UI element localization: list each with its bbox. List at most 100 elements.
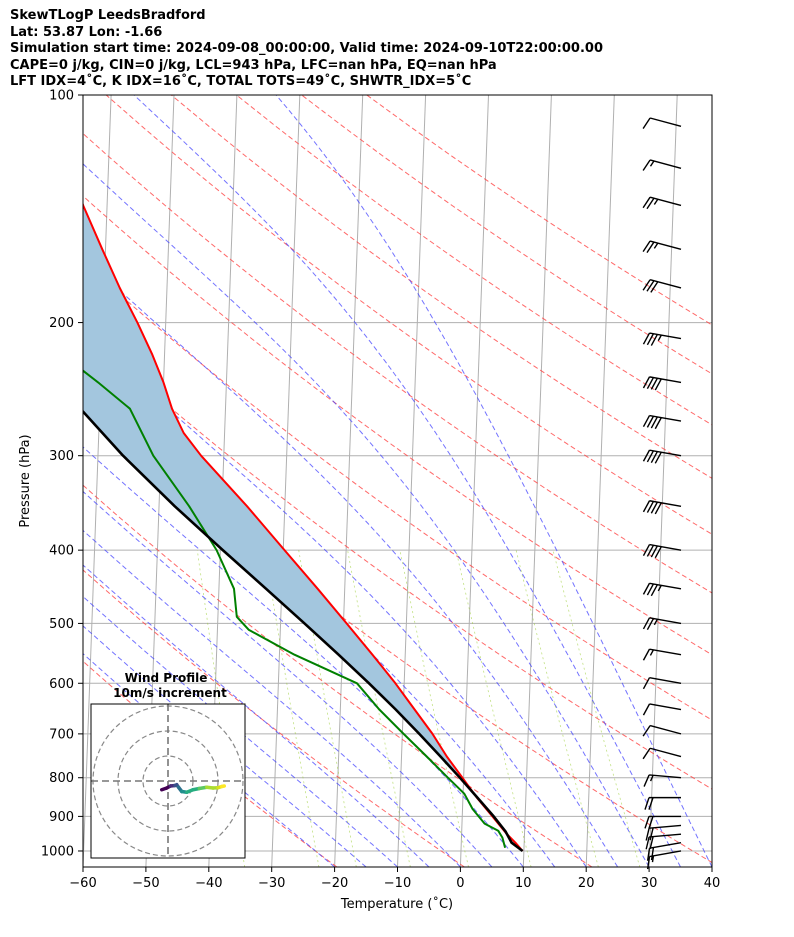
wind-barb [642, 117, 682, 129]
dry-adiabat [366, 95, 712, 326]
y-tick-label: 300 [49, 449, 74, 464]
wind-barb-flag [646, 544, 655, 557]
dry-adiabat [105, 95, 712, 535]
wind-barb-flag [650, 545, 658, 558]
wind-barb-flag [648, 816, 654, 829]
wind-barb-shaft [649, 648, 682, 656]
wind-barb-shaft [649, 543, 682, 551]
wind-barb-flag [654, 451, 662, 464]
wind-barb [644, 815, 681, 829]
wind-barb [645, 824, 682, 841]
isotherm [522, 95, 552, 867]
wind-barb [642, 677, 682, 690]
wind-barb-flag [642, 159, 651, 171]
wind-barb-shaft [649, 449, 682, 457]
wind-barb [645, 833, 682, 850]
moist-adiabat [83, 163, 650, 867]
isotherm [648, 95, 678, 867]
isotherm [83, 95, 112, 867]
wind-barb-flag [646, 197, 655, 210]
wind-barb-flag [642, 415, 651, 428]
isotherm [711, 853, 712, 867]
x-tick-label: 30 [641, 876, 658, 891]
wind-barb-flag [646, 280, 655, 292]
wind-barb [642, 703, 682, 716]
wind-barb [642, 196, 682, 210]
mixing-ratio-line [552, 550, 641, 867]
isotherm [334, 95, 364, 867]
wind-barb [642, 279, 682, 293]
wind-barb-flag [649, 827, 654, 841]
x-tick-label: −20 [321, 876, 348, 891]
wind-barb-flag [654, 378, 662, 391]
isotherm [397, 95, 427, 867]
x-tick-label: −40 [195, 876, 222, 891]
inset-frame [90, 703, 246, 859]
wind-barb-flag [654, 502, 662, 515]
wind-barb-flag [650, 377, 658, 390]
wind-barb-flag [645, 828, 650, 841]
wind-barb-flag [650, 847, 655, 861]
wind-barb-shaft [649, 850, 682, 858]
wind-barb-flag [642, 240, 651, 252]
station-location: Lat: 53.87 Lon: -1.66 [10, 24, 163, 40]
wind-barb [642, 617, 682, 631]
dry-adiabat [236, 95, 712, 426]
wind-barb-flag [642, 279, 651, 291]
wind-barb [642, 240, 682, 254]
instability-parameters: CAPE=0 j/kg, CIN=0 j/kg, LCL=943 hPa, LF… [10, 57, 497, 73]
inset-title: Wind Profile [125, 671, 208, 685]
dry-adiabat [83, 569, 465, 867]
wind-barb-shaft [649, 824, 682, 829]
wind-barb-flag [642, 747, 651, 760]
wind-barb [646, 850, 682, 870]
wind-barb-flag [650, 501, 658, 514]
wind-barb-flag [650, 416, 658, 429]
wind-barb [642, 747, 682, 760]
wind-barb [642, 159, 682, 171]
x-tick-label: −30 [258, 876, 285, 891]
mixing-ratio-line [298, 550, 357, 867]
wind-barb-flag [650, 281, 659, 293]
wind-barb-half-flag [653, 618, 658, 626]
wind-barb-shaft [649, 159, 682, 169]
wind-barb-flag [642, 332, 651, 345]
wind-barb-flag [650, 584, 658, 597]
wind-barb-flag [649, 836, 654, 850]
isotherm [459, 95, 489, 867]
wind-barb-flag [646, 848, 651, 861]
y-tick-label: 500 [49, 617, 74, 632]
moist-adiabat [83, 595, 398, 867]
wind-barb-flag [642, 617, 651, 630]
isotherm [585, 95, 615, 867]
wind-barb-flag [645, 836, 650, 850]
wind-barb-half-flag [653, 198, 659, 205]
wind-barb-flag [650, 451, 658, 463]
mixing-ratio-line [347, 550, 411, 867]
wind-barb-flag [642, 544, 651, 557]
axes: −60 −50 −40 −30 −20 −10 0 10 20 30 40 100 200 300 400 5… [41, 89, 720, 892]
wind-barb [642, 332, 682, 346]
wind-barb-half-flag [649, 649, 655, 656]
y-tick-label: 600 [49, 677, 74, 692]
wind-barb-flag [642, 196, 651, 209]
wind-barb-flag [646, 856, 651, 870]
x-tick-label: −50 [132, 876, 159, 891]
dewpoint-profile-line [83, 369, 507, 848]
wind-barb-flag [642, 449, 651, 462]
x-tick-label: −60 [69, 876, 96, 891]
wind-barb [642, 414, 682, 430]
moist-adiabat [83, 625, 367, 867]
wind-barb-shaft [649, 117, 682, 127]
mixing-ratio-line [455, 550, 532, 867]
inset-subtitle: 10m/s increment [113, 686, 227, 700]
cape-cin-shading [83, 204, 520, 848]
x-tick-label: −10 [384, 876, 411, 891]
moist-adiabat [133, 95, 681, 867]
wind-barb-shaft [649, 500, 682, 507]
wind-barb-half-flag [657, 334, 662, 342]
wind-barb-shaft [649, 703, 682, 711]
wind-barb-flag [646, 415, 655, 428]
wind-barb-shaft [649, 414, 682, 422]
y-tick-label: 800 [49, 771, 74, 786]
